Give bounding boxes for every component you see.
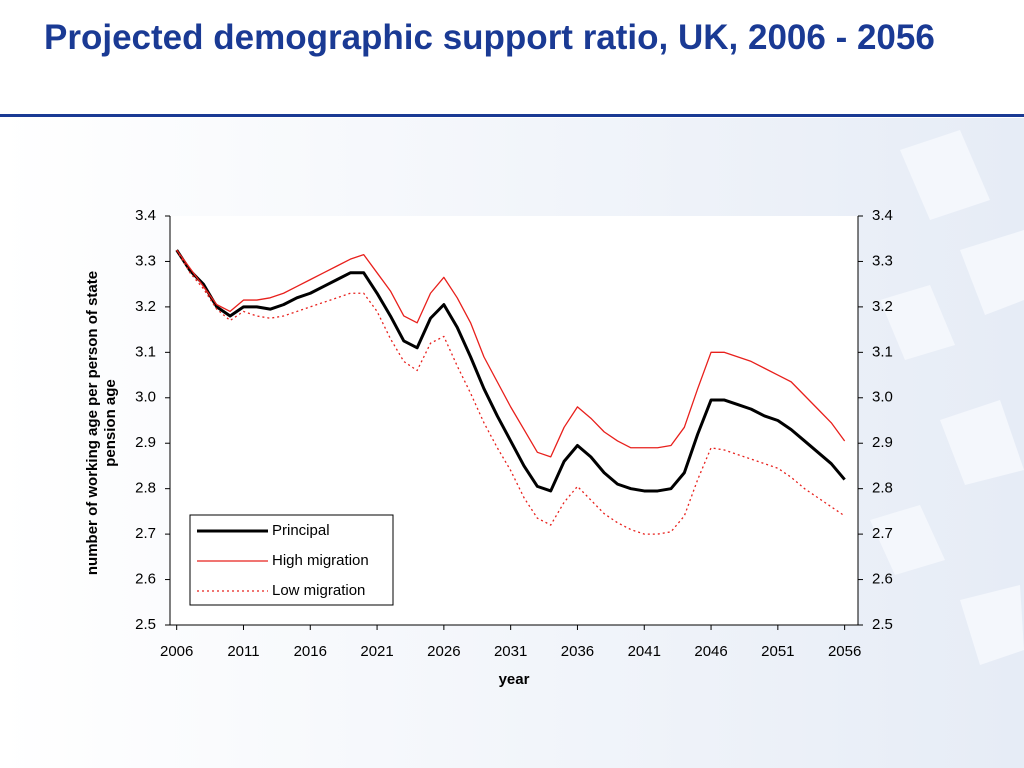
y2-tick-label: 3.1 [872, 343, 893, 360]
y2-tick-label: 3.4 [872, 207, 893, 224]
x-axis-label: year [499, 671, 530, 688]
y-tick-label: 2.9 [135, 434, 156, 451]
x-tick-label: 2011 [227, 643, 259, 660]
y2-tick-label: 3.2 [872, 298, 893, 315]
x-tick-label: 2041 [628, 643, 661, 660]
y-tick-label: 3.2 [135, 298, 156, 315]
decoration [870, 130, 1024, 665]
x-tick-label: 2046 [694, 643, 727, 660]
y2-tick-label: 2.7 [872, 525, 893, 542]
y-tick-label: 2.8 [135, 480, 156, 497]
y2-tick-label: 2.8 [872, 480, 893, 497]
y-tick-label: 3.3 [135, 252, 156, 269]
legend-label: Low migration [272, 582, 365, 599]
x-tick-label: 2056 [828, 643, 861, 660]
series-line [176, 249, 846, 535]
y2-tick-label: 2.9 [872, 434, 893, 451]
x-tick-label: 2006 [160, 643, 193, 660]
y-axis-label-line: pension age [102, 379, 119, 467]
y-tick-label: 3.4 [135, 207, 156, 224]
legend-label: High migration [272, 552, 369, 569]
y2-tick-label: 2.6 [872, 571, 893, 588]
y2-tick-label: 2.5 [872, 616, 893, 633]
title-rule [0, 114, 1024, 117]
slide-title: Projected demographic support ratio, UK,… [44, 18, 935, 57]
y-tick-label: 3.1 [135, 343, 156, 360]
y-tick-label: 2.6 [135, 571, 156, 588]
series-line [175, 249, 846, 493]
legend-label: Principal [272, 522, 330, 539]
x-tick-label: 2036 [561, 643, 594, 660]
y2-tick-label: 3.0 [872, 389, 893, 406]
x-tick-label: 2026 [427, 643, 460, 660]
y-tick-label: 2.5 [135, 616, 156, 633]
y-axis-label-line: number of working age per person of stat… [84, 271, 101, 575]
y-axis-label: number of working age per person of stat… [84, 271, 119, 575]
y-tick-label: 3.0 [135, 389, 156, 406]
series-line [176, 249, 846, 458]
x-tick-label: 2031 [494, 643, 527, 660]
x-tick-label: 2016 [294, 643, 327, 660]
x-tick-label: 2051 [761, 643, 794, 660]
y-tick-label: 2.7 [135, 525, 156, 542]
x-tick-label: 2021 [360, 643, 393, 660]
y2-tick-label: 3.3 [872, 252, 893, 269]
